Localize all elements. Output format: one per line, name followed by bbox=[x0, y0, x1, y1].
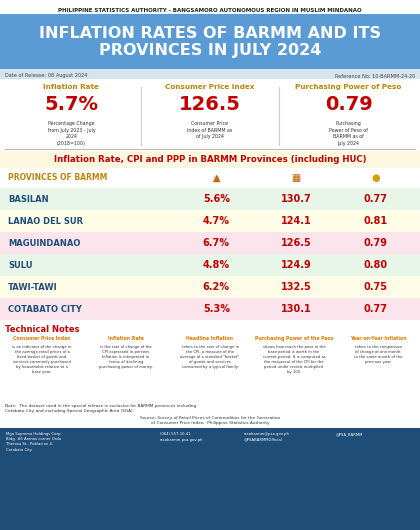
Text: 130.7: 130.7 bbox=[281, 194, 312, 204]
Text: 6.2%: 6.2% bbox=[203, 282, 230, 292]
Bar bbox=[0, 254, 420, 276]
Text: SULU: SULU bbox=[8, 261, 32, 269]
Text: INFLATION RATES OF BARMM AND ITS: INFLATION RATES OF BARMM AND ITS bbox=[39, 25, 381, 40]
Text: 0.77: 0.77 bbox=[364, 304, 388, 314]
Text: Purchasing Power of Peso: Purchasing Power of Peso bbox=[296, 84, 402, 90]
Text: 0.79: 0.79 bbox=[325, 95, 373, 114]
Text: Date of Release: 08 August 2024: Date of Release: 08 August 2024 bbox=[5, 74, 87, 78]
Bar bbox=[0, 320, 420, 332]
Text: Inflation Rate: Inflation Rate bbox=[43, 84, 100, 90]
Bar bbox=[0, 298, 420, 320]
Text: 0.80: 0.80 bbox=[364, 260, 388, 270]
Text: is the rate of change of the
CPI expressed in percent.
Inflation is interpreted : is the rate of change of the CPI express… bbox=[99, 345, 153, 368]
Bar bbox=[0, 0, 420, 14]
Text: Percentage Change
from July 2023 - July
2024
(2018=100): Percentage Change from July 2023 - July … bbox=[47, 121, 95, 146]
Text: 126.5: 126.5 bbox=[179, 95, 241, 114]
Text: 5.6%: 5.6% bbox=[203, 194, 230, 204]
Text: PHILIPPINE STATISTICS AUTHORITY - BANGSAMORO AUTONOMOUS REGION IN MUSLIM MINDANA: PHILIPPINE STATISTICS AUTHORITY - BANGSA… bbox=[58, 7, 362, 13]
Text: Consumer Price
Index of BARMM as
of July 2024: Consumer Price Index of BARMM as of July… bbox=[187, 121, 233, 139]
Text: ▦: ▦ bbox=[291, 173, 301, 183]
Text: rssobarmm@psa.gov.ph
@PSABARMMOfficial: rssobarmm@psa.gov.ph @PSABARMMOfficial bbox=[244, 432, 289, 442]
Text: Consumer Price Index: Consumer Price Index bbox=[165, 84, 255, 90]
Text: Year-on-Year Inflation: Year-on-Year Inflation bbox=[350, 336, 406, 341]
Text: 132.5: 132.5 bbox=[281, 282, 312, 292]
Bar bbox=[0, 400, 420, 428]
Text: Mga Suprema Holdings Corp.
Bldg. #6 Arenas corner Orda
Therosa St., Poblacion 4,: Mga Suprema Holdings Corp. Bldg. #6 Aren… bbox=[6, 432, 62, 452]
Bar bbox=[0, 168, 420, 188]
Text: ●: ● bbox=[372, 173, 380, 183]
Bar bbox=[0, 188, 420, 210]
Text: 4.8%: 4.8% bbox=[203, 260, 230, 270]
Text: @PSA_BARMM: @PSA_BARMM bbox=[336, 432, 363, 436]
Text: TAWI-TAWI: TAWI-TAWI bbox=[8, 282, 58, 292]
Bar bbox=[0, 14, 420, 69]
Text: 0.77: 0.77 bbox=[364, 194, 388, 204]
Bar bbox=[0, 276, 420, 298]
Text: Headline Inflation: Headline Inflation bbox=[186, 336, 234, 341]
Text: Inflation Rate: Inflation Rate bbox=[108, 336, 144, 341]
Bar bbox=[0, 428, 420, 530]
Text: Purchasing Power of the Peso: Purchasing Power of the Peso bbox=[255, 336, 333, 341]
Text: Note:  The dataset used in the special release is exclusive for BARMM provinces : Note: The dataset used in the special re… bbox=[5, 404, 196, 412]
Text: Reference No: 10-BARMM-24-20: Reference No: 10-BARMM-24-20 bbox=[335, 74, 415, 78]
Text: Consumer Price Index: Consumer Price Index bbox=[13, 336, 71, 341]
Text: ▲: ▲ bbox=[213, 173, 220, 183]
Text: shows how much the peso in the
base period is worth in the
current period. It is: shows how much the peso in the base peri… bbox=[262, 345, 326, 374]
Text: Technical Notes: Technical Notes bbox=[5, 324, 79, 333]
Text: refers to the comparison
of change of one month
to the same month of the
previou: refers to the comparison of change of on… bbox=[354, 345, 402, 364]
Text: PROVINCES OF BARMM: PROVINCES OF BARMM bbox=[8, 173, 108, 182]
Text: 124.1: 124.1 bbox=[281, 216, 312, 226]
Text: 0.75: 0.75 bbox=[364, 282, 388, 292]
Text: MAGUINDANAO: MAGUINDANAO bbox=[8, 238, 80, 248]
Text: (064) 557-10-41
rssobarmm.psa.gov.ph: (064) 557-10-41 rssobarmm.psa.gov.ph bbox=[160, 432, 203, 442]
Text: Inflation Rate, CPI and PPP in BARMM Provinces (including HUC): Inflation Rate, CPI and PPP in BARMM Pro… bbox=[54, 155, 366, 164]
Text: Purchasing
Power of Peso of
BARMM as of
July 2024: Purchasing Power of Peso of BARMM as of … bbox=[329, 121, 368, 146]
Text: 4.7%: 4.7% bbox=[203, 216, 230, 226]
Bar bbox=[0, 332, 420, 400]
Bar bbox=[0, 232, 420, 254]
Text: LANAO DEL SUR: LANAO DEL SUR bbox=[8, 216, 83, 225]
Bar bbox=[0, 69, 420, 79]
Text: Source: Survey of Retail Prices of Commodities for the Generation
of Consumer Pr: Source: Survey of Retail Prices of Commo… bbox=[140, 416, 280, 425]
Text: 6.7%: 6.7% bbox=[203, 238, 230, 248]
Text: BASILAN: BASILAN bbox=[8, 195, 49, 204]
Text: PROVINCES IN JULY 2024: PROVINCES IN JULY 2024 bbox=[99, 43, 321, 58]
Text: COTABATO CITY: COTABATO CITY bbox=[8, 305, 82, 314]
Text: 124.9: 124.9 bbox=[281, 260, 312, 270]
Text: 5.7%: 5.7% bbox=[45, 95, 98, 114]
Bar bbox=[0, 151, 420, 168]
Bar bbox=[0, 79, 420, 151]
Bar bbox=[0, 210, 420, 232]
Text: 126.5: 126.5 bbox=[281, 238, 312, 248]
Text: refers to the rate of change in
the CPI, a measure of the
average of a standard : refers to the rate of change in the CPI,… bbox=[181, 345, 239, 368]
Text: 0.81: 0.81 bbox=[364, 216, 388, 226]
Text: 0.79: 0.79 bbox=[364, 238, 388, 248]
Text: is an indicator of the change in
the average retail prices of a
fixed basket of : is an indicator of the change in the ave… bbox=[12, 345, 72, 374]
Text: 5.3%: 5.3% bbox=[203, 304, 230, 314]
Text: 130.1: 130.1 bbox=[281, 304, 312, 314]
